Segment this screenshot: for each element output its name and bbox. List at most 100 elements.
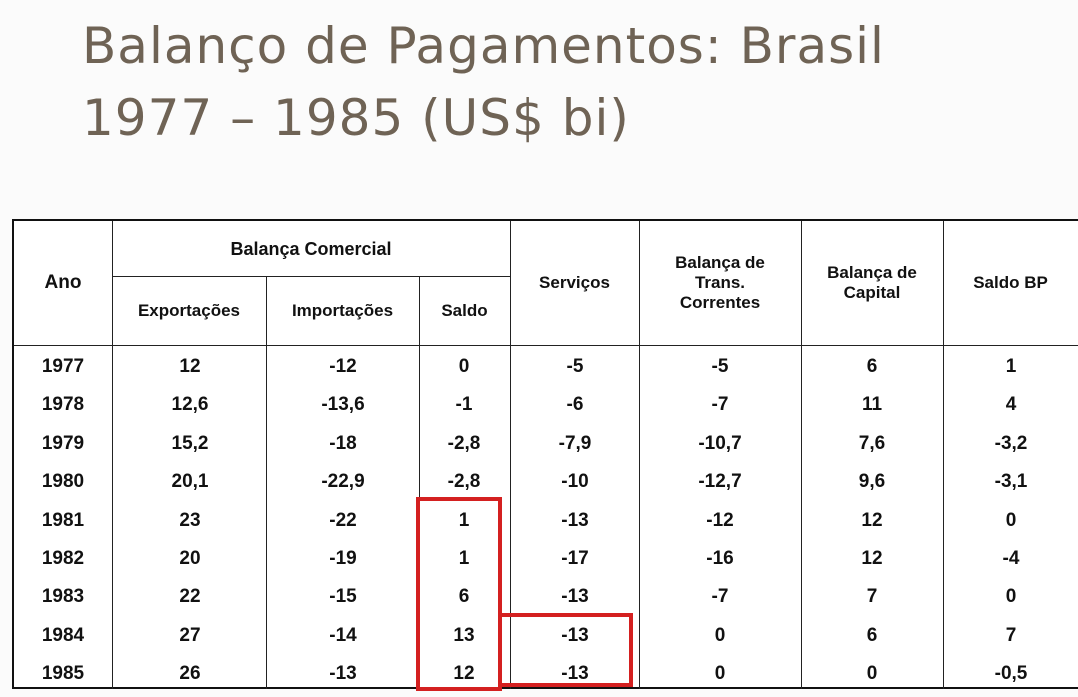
table-cell-serv: -13	[561, 663, 589, 685]
table-cell-bp: 0	[1005, 586, 1017, 608]
table-cell-exp: 23	[179, 509, 201, 531]
table-cell-exp: 12,6	[171, 394, 209, 416]
table-body: 1977 12 -12 0 -5 -5 6 1 1978 12,6 -13,6 -1 -6 -7 11 4 19…	[14, 345, 1078, 689]
table-cell-serv: -17	[561, 548, 589, 569]
header-saldo-bp: Saldo BP	[973, 273, 1048, 292]
table-cell-saldo: 13	[453, 624, 475, 646]
table-cell-cap: 7,6	[858, 432, 886, 454]
table-cell-imp: -15	[329, 586, 357, 608]
table-cell-exp: 22	[179, 586, 201, 608]
table-cell-exp: 20	[179, 548, 201, 569]
table-cell-ano: 1983	[41, 586, 85, 608]
table-cell-imp: -18	[329, 432, 357, 454]
table-cell-saldo: 6	[458, 586, 470, 608]
table-divider	[266, 276, 267, 689]
table-cell-imp: -14	[329, 624, 357, 646]
table-cell-trans: -16	[706, 548, 734, 569]
table-cell-trans: -12,7	[698, 471, 742, 493]
table-divider	[112, 276, 510, 277]
header-capital-line2: Capital	[843, 283, 901, 302]
table-cell-serv: -13	[561, 509, 589, 531]
slide-title: Balanço de Pagamentos: Brasil 1977 – 198…	[82, 10, 885, 154]
table-divider	[14, 345, 1078, 346]
header-trans-line1: Balança de	[675, 253, 765, 272]
table-cell-ano: 1980	[41, 471, 85, 493]
table-cell-serv: -13	[561, 586, 589, 608]
table-cell-saldo: -2,8	[447, 471, 481, 493]
highlight-servicos-1984-1985	[498, 613, 633, 687]
table-cell-saldo: 1	[458, 548, 470, 569]
header-servicos: Serviços	[539, 273, 610, 292]
table-cell-trans: 0	[714, 624, 726, 646]
table-cell-cap: 11	[861, 394, 883, 416]
table-cell-exp: 12	[179, 356, 201, 377]
table-cell-saldo: -2,8	[447, 432, 481, 454]
table-cell-ano: 1982	[41, 548, 85, 569]
table-cell-trans: -12	[706, 509, 734, 531]
table-cell-bp: -3,2	[994, 432, 1028, 454]
table-cell-serv: -6	[566, 394, 584, 416]
table-divider	[510, 221, 511, 689]
slide-title-line2: 1977 – 1985 (US$ bi)	[82, 89, 630, 147]
table-cell-cap: 12	[861, 509, 883, 531]
table-cell-trans: -5	[711, 356, 729, 377]
table-cell-saldo: -1	[455, 394, 473, 416]
header-balanca-trans-correntes: Balança de Trans. Correntes	[639, 221, 801, 345]
header-saldo: Saldo	[441, 300, 488, 320]
table-cell-trans: -7	[711, 586, 729, 608]
table-cell-ano: 1978	[41, 394, 85, 416]
table-cell-exp: 15,2	[171, 432, 209, 454]
table-divider	[639, 221, 640, 689]
table-cell-imp: -13,6	[321, 394, 365, 416]
header-importacoes: Importações	[291, 300, 394, 320]
table-divider	[943, 221, 944, 689]
table-cell-cap: 6	[866, 356, 878, 377]
header-capital-line1: Balança de	[827, 263, 917, 282]
table-divider	[419, 276, 420, 689]
table-divider	[801, 221, 802, 689]
slide-title-line1: Balanço de Pagamentos: Brasil	[82, 17, 885, 75]
table-cell-exp: 26	[179, 663, 201, 685]
table-cell-saldo: 0	[458, 356, 470, 377]
table-cell-imp: -13	[329, 663, 357, 685]
table-cell-bp: 7	[1005, 624, 1017, 646]
table-cell-saldo: 12	[453, 663, 475, 685]
table-cell-cap: 6	[866, 624, 878, 646]
table-cell-cap: 7	[866, 586, 878, 608]
table-divider	[112, 221, 113, 689]
table-cell-imp: -19	[329, 548, 357, 569]
table-cell-trans: -7	[711, 394, 729, 416]
table-cell-cap: 0	[866, 663, 878, 685]
table-cell-serv: -5	[566, 356, 584, 377]
table-cell-ano: 1977	[41, 356, 85, 377]
header-balanca-comercial: Balança Comercial	[230, 238, 392, 259]
table-cell-imp: -22,9	[321, 471, 365, 493]
table-cell-imp: -22	[329, 509, 357, 531]
header-trans-line2: Trans.	[694, 273, 746, 292]
table-cell-serv: -13	[561, 624, 589, 646]
highlight-saldo-1981-1985	[416, 497, 502, 691]
table-cell-bp: 1	[1005, 356, 1017, 377]
table-cell-cap: 12	[861, 548, 883, 569]
table-cell-cap: 9,6	[858, 471, 886, 493]
table-cell-trans: -10,7	[698, 432, 742, 454]
table-cell-saldo: 1	[458, 509, 470, 531]
table-cell-imp: -12	[329, 356, 357, 377]
table-cell-exp: 20,1	[171, 471, 209, 493]
header-exportacoes: Exportações	[137, 300, 241, 320]
table-cell-bp: -0,5	[994, 663, 1028, 685]
table-cell-bp: 0	[1005, 509, 1017, 531]
balance-of-payments-table: Ano Balança Comercial Exportações Import…	[12, 219, 1078, 689]
header-balanca-capital: Balança de Capital	[801, 221, 943, 345]
table-cell-serv: -10	[561, 471, 589, 493]
table-cell-bp: -3,1	[994, 471, 1028, 493]
header-trans-line3: Correntes	[679, 293, 761, 312]
table-cell-ano: 1985	[41, 663, 85, 685]
table-cell-trans: 0	[714, 663, 726, 685]
table-cell-ano: 1979	[41, 432, 85, 454]
header-ano: Ano	[44, 272, 82, 293]
table-cell-serv: -7,9	[558, 432, 592, 454]
table-cell-bp: -4	[1002, 548, 1020, 569]
table-cell-exp: 27	[179, 624, 201, 646]
table-cell-ano: 1981	[41, 509, 85, 531]
